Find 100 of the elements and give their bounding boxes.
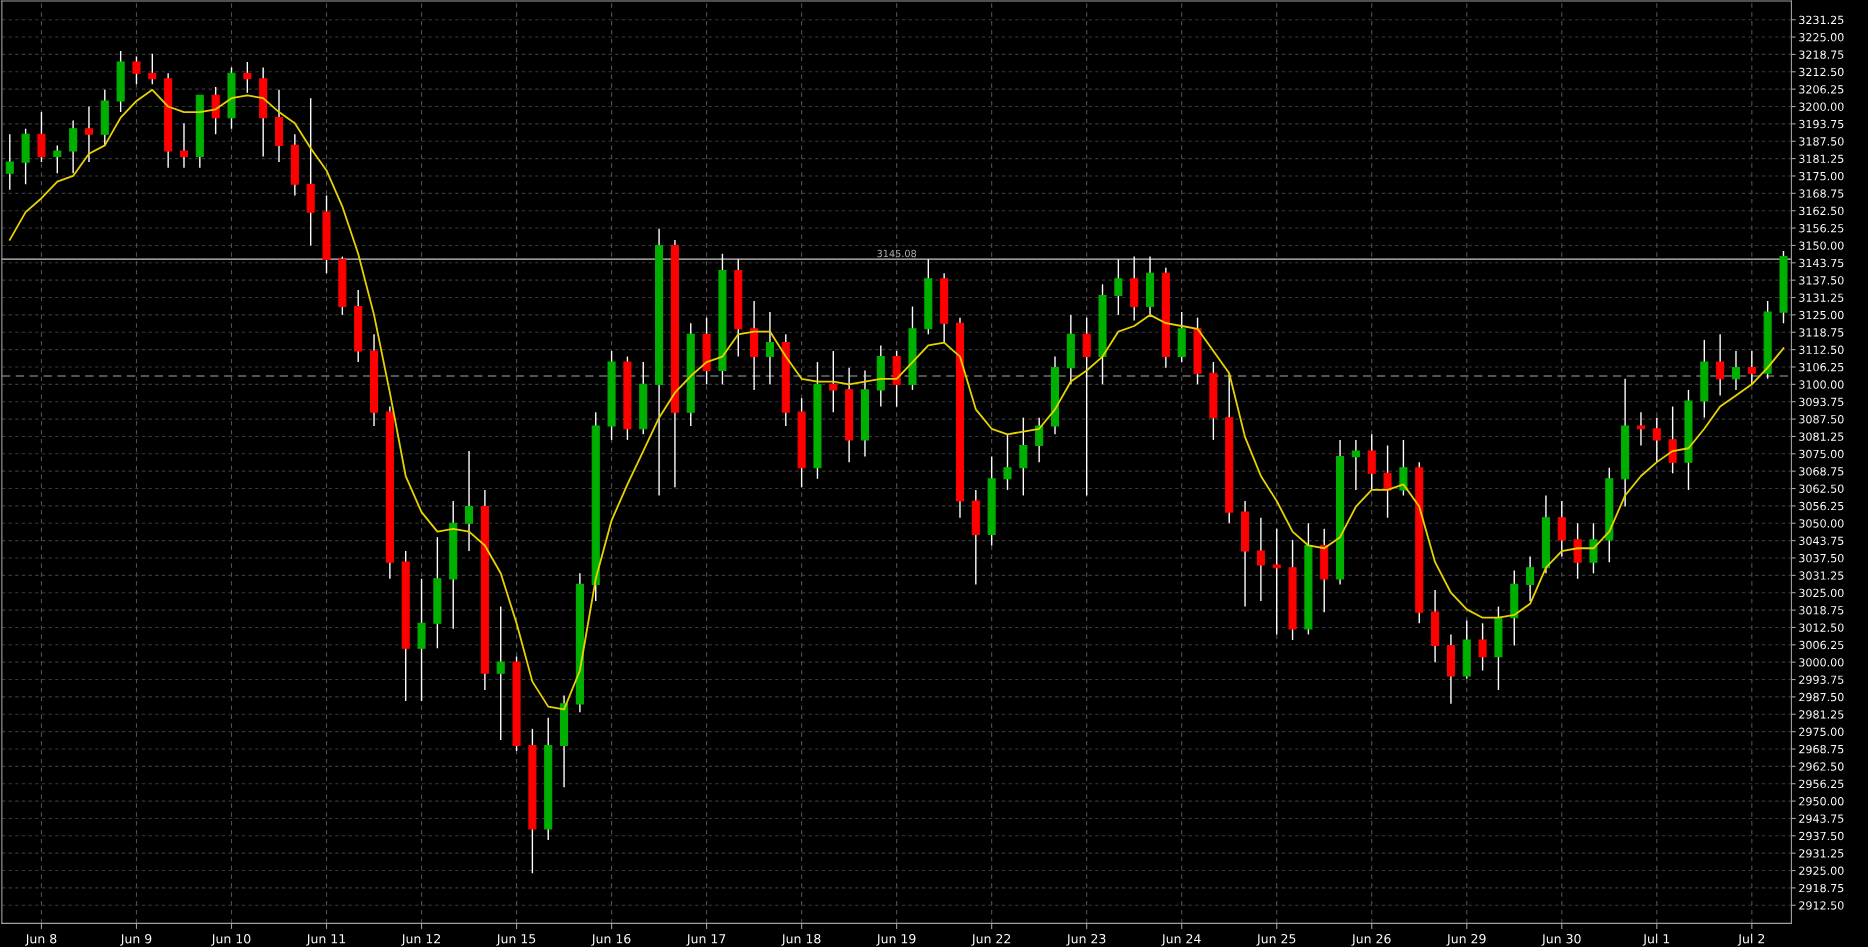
x-tick-label: Jun 18 xyxy=(781,933,821,946)
y-tick-label: 2950.00 xyxy=(1799,797,1844,806)
y-tick-label: 3018.75 xyxy=(1799,606,1844,615)
candlestick xyxy=(1589,522,1598,574)
x-tick-label: Jun 16 xyxy=(591,933,631,946)
candlestick xyxy=(53,144,62,174)
y-tick-label: 3050.00 xyxy=(1799,519,1844,528)
candlestick xyxy=(179,122,189,169)
x-tick-label: Jun 19 xyxy=(876,933,916,946)
y-tick-label: 2981.25 xyxy=(1799,710,1844,719)
x-tick-label: Jun 9 xyxy=(120,933,152,946)
candlestick xyxy=(1716,333,1725,397)
candlestick xyxy=(1351,439,1360,491)
candlestick xyxy=(1019,416,1028,497)
x-tick-label: Jun 17 xyxy=(686,934,726,946)
y-tick-label: 3056.25 xyxy=(1799,501,1844,511)
candlestick xyxy=(1747,350,1756,386)
y-tick-label: 2956.25 xyxy=(1799,779,1844,789)
y-tick-label: 3212.50 xyxy=(1799,67,1844,77)
y-tick-label: 3225.00 xyxy=(1799,33,1844,42)
y-tick-label: 3062.50 xyxy=(1799,484,1844,493)
candlestick xyxy=(243,61,252,94)
y-tick-label: 2975.00 xyxy=(1799,727,1844,737)
y-tick-label: 3100.00 xyxy=(1799,380,1844,389)
candlestick xyxy=(829,350,838,413)
candlestick xyxy=(1573,522,1582,580)
x-tick-label: Jul 1 xyxy=(1642,933,1670,946)
y-tick-label: 2962.50 xyxy=(1799,762,1844,771)
ref-line-label: 3145.08 xyxy=(877,249,917,258)
x-tick-label: Jun 26 xyxy=(1351,933,1391,946)
candlestick xyxy=(765,311,774,386)
y-tick-label: 2912.50 xyxy=(1799,901,1844,910)
y-tick-label: 3137.50 xyxy=(1799,276,1844,285)
y-tick-label: 3000.00 xyxy=(1799,658,1844,667)
y-tick-label: 2987.50 xyxy=(1799,692,1844,702)
candlestick xyxy=(1082,316,1091,497)
candlestick xyxy=(1272,528,1281,636)
y-tick-label: 2931.25 xyxy=(1799,849,1844,858)
line-series xyxy=(8,88,1785,711)
candlestick xyxy=(84,105,94,163)
y-tick-label: 3093.75 xyxy=(1799,397,1844,407)
y-tick-label: 3131.25 xyxy=(1799,293,1844,302)
y-tick-label: 2993.75 xyxy=(1799,675,1844,684)
y-tick-label: 3200.00 xyxy=(1799,102,1844,111)
y-tick-label: 3075.00 xyxy=(1799,449,1844,459)
candlestick xyxy=(1668,405,1677,474)
y-tick-label: 3112.50 xyxy=(1799,345,1844,354)
y-tick-label: 3181.25 xyxy=(1799,154,1844,163)
x-tick-label: Jun 24 xyxy=(1161,933,1201,946)
candlestick xyxy=(148,53,157,85)
y-tick-label: 2968.75 xyxy=(1799,744,1844,754)
y-tick-label: 2943.75 xyxy=(1799,814,1844,823)
y-tick-label: 2925.00 xyxy=(1799,866,1844,875)
y-tick-label: 3231.25 xyxy=(1799,15,1844,25)
y-tick-label: 3162.50 xyxy=(1799,206,1844,216)
candlestick xyxy=(1652,416,1661,463)
candlestick xyxy=(1478,622,1487,672)
x-tick-label: Jun 10 xyxy=(211,933,251,946)
y-tick-label: 3081.25 xyxy=(1799,432,1844,441)
y-tick-label: 3168.75 xyxy=(1799,189,1844,198)
x-tick-label: Jun 8 xyxy=(25,933,57,946)
candlestick xyxy=(465,450,474,552)
candlestick xyxy=(1383,444,1392,519)
y-tick-label: 3175.00 xyxy=(1799,171,1844,181)
y-tick-label: 3187.50 xyxy=(1799,137,1844,146)
x-tick-label: Jun 25 xyxy=(1256,933,1296,946)
y-tick-label: 3218.75 xyxy=(1799,50,1844,59)
candlestick xyxy=(37,111,46,163)
y-tick-label: 3125.00 xyxy=(1799,310,1844,320)
y-tick-label: 2937.50 xyxy=(1799,831,1844,841)
y-tick-label: 3106.25 xyxy=(1799,362,1844,372)
y-tick-label: 3006.25 xyxy=(1799,640,1844,650)
x-tick-label: Jun 12 xyxy=(401,933,440,946)
candlestick xyxy=(1636,411,1646,447)
x-tick-label: Jun 11 xyxy=(306,934,346,946)
candlestick xyxy=(1557,500,1566,558)
y-tick-label: 3193.75 xyxy=(1799,119,1844,129)
y-tick-label: 3087.50 xyxy=(1799,415,1844,424)
candlestick xyxy=(1399,439,1408,497)
y-tick-label: 3031.25 xyxy=(1799,571,1844,580)
x-tick-label: Jun 30 xyxy=(1541,933,1581,946)
y-tick-label: 3143.75 xyxy=(1799,258,1844,268)
y-tick-label: 3206.25 xyxy=(1799,85,1844,94)
y-tick-label: 3043.75 xyxy=(1799,536,1844,545)
candlestick xyxy=(1256,517,1265,602)
candlestick xyxy=(1114,258,1123,316)
y-tick-label: 3037.50 xyxy=(1799,553,1844,563)
candlestick xyxy=(132,55,141,85)
candlestick xyxy=(69,119,78,174)
y-tick-label: 3068.75 xyxy=(1799,467,1844,476)
x-tick-label: Jun 22 xyxy=(971,933,1011,946)
x-tick-label: Jun 23 xyxy=(1066,933,1106,946)
y-tick-label: 3012.50 xyxy=(1799,623,1844,632)
candlestick xyxy=(1035,416,1044,463)
y-tick-label: 2918.75 xyxy=(1799,883,1844,893)
candlestick xyxy=(211,86,220,135)
x-tick-label: Jul 2 xyxy=(1737,933,1765,946)
x-tick-label: Jun 15 xyxy=(496,934,536,946)
y-tick-label: 3025.00 xyxy=(1799,588,1844,598)
candlestick xyxy=(1003,433,1012,491)
